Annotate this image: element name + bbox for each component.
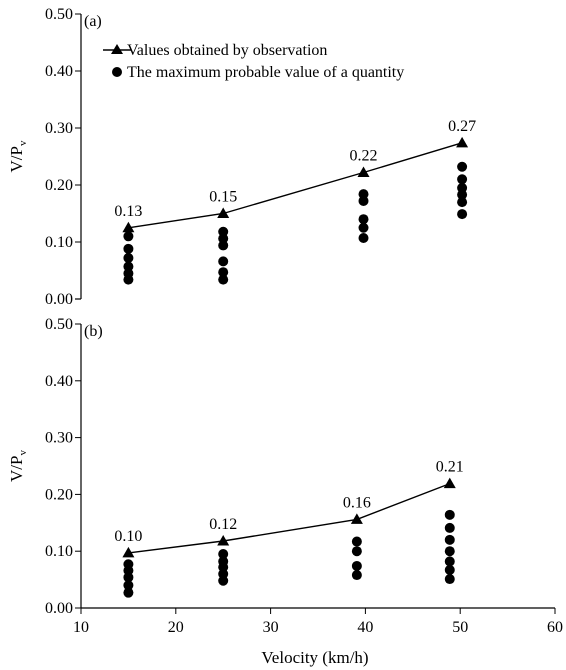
x-tick-label: 50 <box>452 619 468 636</box>
probable-point <box>457 197 468 208</box>
y-tick-label: 0.00 <box>45 600 73 617</box>
probable-point <box>218 240 229 251</box>
observed-point <box>122 546 135 558</box>
probable-point <box>444 534 455 545</box>
probable-point <box>218 274 229 285</box>
data-label: 0.10 <box>114 528 142 545</box>
y-tick-label: 0.40 <box>45 63 73 80</box>
x-tick-label: 10 <box>73 619 89 636</box>
data-label: 0.27 <box>448 118 476 135</box>
probable-point <box>123 231 134 242</box>
data-label: 0.12 <box>209 516 237 533</box>
chart-panel-2: 0.00 0.10 0.20 0.30 0.40 0.50 10 20 30 40 50 60 Velo… <box>7 316 563 667</box>
probable-point <box>123 243 134 254</box>
x-tick-label: 30 <box>263 619 279 636</box>
y-tick-label: 0.10 <box>45 543 73 560</box>
data-label: 0.16 <box>343 494 371 511</box>
legend-circle-marker <box>112 67 122 77</box>
probable-point <box>457 174 468 185</box>
legend-label: Values obtained by observation <box>127 42 327 59</box>
probable-point <box>358 222 369 233</box>
chart-panel-1: 0.00 0.10 0.20 0.30 0.40 0.50 V/Pv (a) 0.13 0.15 0… <box>7 6 476 308</box>
observed-series-line <box>128 142 463 229</box>
x-tick-label: 40 <box>357 619 373 636</box>
data-label: 0.22 <box>350 147 378 164</box>
observed-series-line <box>128 482 451 554</box>
data-label: 0.15 <box>209 189 237 206</box>
observed-point <box>217 534 230 546</box>
probable-point <box>358 189 369 200</box>
probable-point <box>358 214 369 225</box>
probable-point <box>457 209 468 220</box>
x-tick-label: 60 <box>547 619 563 636</box>
probable-point <box>218 226 229 237</box>
observed-point <box>456 136 469 148</box>
y-tick-label: 0.50 <box>45 316 73 333</box>
probable-point <box>218 233 229 244</box>
data-label: 0.21 <box>436 459 464 476</box>
legend-triangle-marker <box>111 44 123 54</box>
panel-label: (b) <box>84 323 103 340</box>
observed-point <box>357 166 370 177</box>
probable-point <box>444 556 455 567</box>
probable-point <box>444 546 455 557</box>
observed-point <box>122 221 135 233</box>
y-tick-label: 0.40 <box>45 373 73 390</box>
probable-point <box>218 256 229 267</box>
x-tick-label: 20 <box>168 619 184 636</box>
probable-point <box>218 267 229 278</box>
probable-point <box>351 570 362 581</box>
probable-point <box>218 575 229 586</box>
panel-label: (a) <box>84 13 102 30</box>
probable-point <box>123 274 134 285</box>
y-tick-label: 0.30 <box>45 120 73 137</box>
probable-point <box>351 546 362 557</box>
probable-point <box>123 572 134 583</box>
observed-point <box>350 513 363 524</box>
y-axis-title: V/Pv <box>7 140 29 172</box>
probable-point <box>123 587 134 598</box>
y-axis-title-subscript: v <box>17 450 29 456</box>
probable-point <box>444 574 455 585</box>
probable-point <box>218 549 229 560</box>
x-axis-title: Velocity (km/h) <box>261 648 368 667</box>
y-tick-label: 0.30 <box>45 430 73 447</box>
probable-point <box>358 233 369 244</box>
y-tick-label: 0.00 <box>45 291 73 308</box>
y-tick-label: 0.20 <box>45 177 73 194</box>
y-tick-label: 0.10 <box>45 234 73 251</box>
y-tick-label: 0.50 <box>45 6 73 23</box>
probable-point <box>444 564 455 575</box>
legend-label: The maximum probable value of a quantity <box>127 64 404 81</box>
probable-point <box>123 252 134 263</box>
y-axis-title-subscript: v <box>17 140 29 146</box>
probable-point <box>457 161 468 172</box>
probable-point <box>444 509 455 520</box>
y-tick-label: 0.20 <box>45 486 73 503</box>
probable-point <box>358 195 369 206</box>
probable-point <box>351 536 362 547</box>
probable-point <box>457 182 468 193</box>
y-axis-title-main: V/P <box>7 456 26 482</box>
observed-point <box>443 477 456 489</box>
probable-point <box>123 580 134 591</box>
y-axis-title: V/Pv <box>7 450 29 482</box>
y-axis-title-main: V/P <box>7 146 26 172</box>
data-label: 0.13 <box>114 203 142 220</box>
probable-point <box>123 261 134 272</box>
probable-point <box>457 189 468 200</box>
observed-point <box>217 207 230 218</box>
probable-point <box>351 560 362 571</box>
probable-point <box>444 522 455 533</box>
